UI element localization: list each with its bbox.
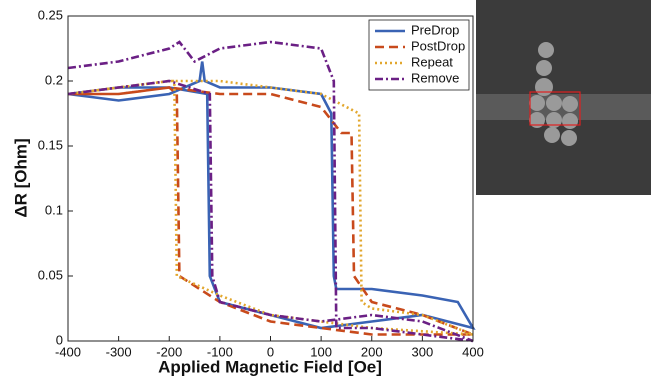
y-tick-label: 0.1 [45,202,63,217]
x-tick-label: -200 [156,344,182,359]
y-tick-label: 0.25 [38,7,63,22]
x-axis-title: Applied Magnetic Field [Oe] [158,357,382,376]
legend-label: PostDrop [411,38,465,53]
x-tick-label: 300 [412,344,434,359]
legend-label: Remove [411,70,459,85]
y-axis-title: ΔR [Ohm] [11,138,30,217]
x-tick-label: -300 [106,344,132,359]
x-tick-label: 400 [462,344,484,359]
x-tick-label: 0 [267,344,274,359]
y-tick-label: 0.15 [38,137,63,152]
inset-image [476,0,651,195]
x-tick-label: -100 [207,344,233,359]
legend-label: Repeat [411,54,453,69]
x-tick-label: 200 [361,344,383,359]
y-tick-label: 0.2 [45,72,63,87]
page: {"chart_data": {"type": "line", "xlabel"… [0,0,651,380]
x-tick-label: 100 [310,344,332,359]
y-tick-label: 0.05 [38,267,63,282]
legend-label: PreDrop [411,22,459,37]
chart: Applied Magnetic Field [Oe] ΔR [Ohm] 0 0.… [0,0,651,380]
x-tick-label: -400 [55,344,81,359]
